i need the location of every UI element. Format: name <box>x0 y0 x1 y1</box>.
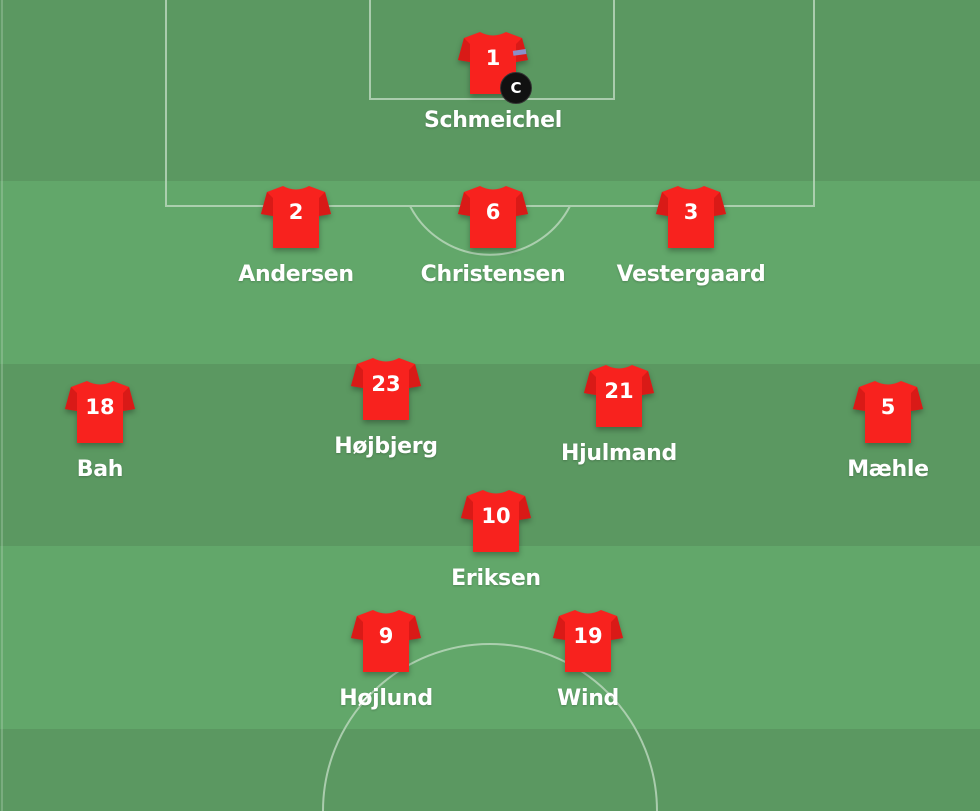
captain-badge: C <box>500 72 532 104</box>
player-shirt: 6 <box>456 184 530 250</box>
player-name: Eriksen <box>451 566 541 591</box>
armband-icon <box>512 49 527 56</box>
player-name: Christensen <box>420 262 566 287</box>
player-shirt: 2 <box>259 184 333 250</box>
shirt-icon <box>656 186 726 248</box>
shirt-icon <box>261 186 331 248</box>
player-shirt: 19 <box>551 608 625 674</box>
penalty-arc <box>409 205 571 256</box>
shirt-icon <box>458 186 528 248</box>
player-shirt: 18 <box>63 379 137 445</box>
shirt-number: 23 <box>371 372 401 396</box>
player-schmeichel[interactable]: 1 C Schmeichel <box>393 30 593 133</box>
player-mæhle[interactable]: 5 Mæhle <box>788 379 980 482</box>
shirt-number: 10 <box>481 504 511 528</box>
player-højlund[interactable]: 9 Højlund <box>286 608 486 711</box>
shirt-number: 3 <box>683 200 699 224</box>
player-name: Wind <box>556 686 620 711</box>
shirt-icon <box>853 381 923 443</box>
player-shirt: 3 <box>654 184 728 250</box>
player-name: Mæhle <box>847 457 929 482</box>
shirt-icon <box>584 365 654 427</box>
player-shirt: 9 <box>349 608 423 674</box>
player-name: Andersen <box>238 262 354 287</box>
player-eriksen[interactable]: 10 Eriksen <box>396 488 596 591</box>
shirt-number: 18 <box>85 395 115 419</box>
pitch-stripe <box>0 729 980 811</box>
shirt-icon <box>553 610 623 672</box>
shirt-icon <box>461 490 531 552</box>
shirt-number: 6 <box>485 200 501 224</box>
shirt-icon <box>65 381 135 443</box>
player-wind[interactable]: 19 Wind <box>488 608 688 711</box>
center-circle <box>322 643 658 811</box>
shirt-number: 5 <box>880 395 896 419</box>
player-name: Bah <box>76 457 124 482</box>
shirt-icon <box>351 610 421 672</box>
goal-area <box>369 0 615 100</box>
shirt-number: 21 <box>604 379 634 403</box>
player-name: Højbjerg <box>334 434 438 459</box>
shirt-number: 19 <box>573 624 603 648</box>
player-shirt: 10 <box>459 488 533 554</box>
player-name: Schmeichel <box>423 108 563 133</box>
pitch-stripe <box>0 546 980 729</box>
shirt-icon <box>351 358 421 420</box>
player-shirt: 23 <box>349 356 423 422</box>
player-højbjerg[interactable]: 23 Højbjerg <box>286 356 486 459</box>
player-shirt: 21 <box>582 363 656 429</box>
player-christensen[interactable]: 6 Christensen <box>393 184 593 287</box>
player-hjulmand[interactable]: 21 Hjulmand <box>519 363 719 466</box>
player-andersen[interactable]: 2 Andersen <box>196 184 396 287</box>
shirt-number: 1 <box>485 46 501 70</box>
player-name: Hjulmand <box>561 441 677 466</box>
shirt-number: 9 <box>378 624 394 648</box>
player-bah[interactable]: 18 Bah <box>0 379 200 482</box>
player-name: Højlund <box>339 686 433 711</box>
player-shirt: 5 <box>851 379 925 445</box>
shirt-number: 2 <box>288 200 304 224</box>
player-name: Vestergaard <box>616 262 766 287</box>
player-vestergaard[interactable]: 3 Vestergaard <box>591 184 791 287</box>
